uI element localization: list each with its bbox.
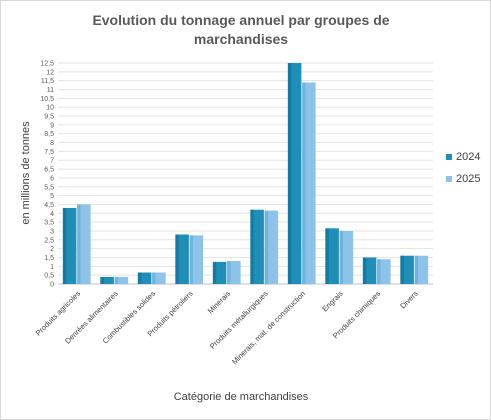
bar-shade-2024 xyxy=(100,276,104,284)
bar-2025 xyxy=(114,276,129,284)
bar-shade-2025 xyxy=(377,259,381,284)
y-tick-label: 11 xyxy=(47,87,54,94)
bar-shade-2025 xyxy=(302,82,306,284)
y-tick-label: 7 xyxy=(50,158,54,165)
y-tick-label: 10 xyxy=(46,105,54,112)
y-tick-label: 6 xyxy=(50,175,54,182)
bar-shade-2025 xyxy=(77,204,81,284)
bar-shade-2024 xyxy=(250,209,254,284)
y-tick-label: 8,5 xyxy=(44,131,54,138)
y-tick-label: 10,5 xyxy=(40,96,54,103)
bar-shade-2025 xyxy=(414,255,418,284)
y-tick-label: 11,5 xyxy=(41,78,54,85)
y-tick-label: 12,5 xyxy=(40,61,54,68)
y-tick-label: 3 xyxy=(50,228,54,235)
y-tick-label: 9 xyxy=(50,122,54,129)
bar-shade-2024 xyxy=(62,207,67,284)
legend-swatch-2024 xyxy=(446,154,452,161)
x-tick-label: Engrais xyxy=(320,289,345,314)
legend-label-2024: 2024 xyxy=(456,151,481,163)
bar-shade-2025 xyxy=(152,272,156,284)
y-tick-label: 1 xyxy=(50,264,54,271)
bar-shade-2024 xyxy=(400,255,404,284)
y-tick-label: 7,5 xyxy=(44,149,54,156)
bar-shade-2025 xyxy=(227,261,231,284)
y-tick-label: 1,5 xyxy=(44,255,54,262)
bar-shade-2024 xyxy=(175,234,179,284)
x-tick-label: Minerais xyxy=(206,289,233,316)
legend-item-2025: 2025 xyxy=(446,173,480,185)
y-tick-label: 2,5 xyxy=(44,237,54,244)
bar-shade-2025 xyxy=(264,210,268,284)
y-tick-label: 4,5 xyxy=(44,202,54,209)
y-tick-label: 3,5 xyxy=(44,220,54,227)
bar-shade-2025 xyxy=(339,230,343,284)
legend-item-2024: 2024 xyxy=(446,151,480,163)
legend-label-2025: 2025 xyxy=(456,173,481,185)
bar-2024 xyxy=(137,272,152,284)
x-axis-label: Catégorie de marchandises xyxy=(173,391,309,403)
y-tick-label: 0,5 xyxy=(44,273,54,280)
bar-2024 xyxy=(100,276,114,284)
y-tick-label: 0 xyxy=(50,282,54,289)
y-tick-label: 2 xyxy=(50,246,54,253)
bar-shade-2024 xyxy=(212,261,217,284)
bar-shade-2025 xyxy=(189,235,193,284)
bar-2025 xyxy=(152,272,166,284)
y-tick-label: 4 xyxy=(50,211,54,218)
bar-shade-2025 xyxy=(114,276,118,284)
y-tick-label: 6,5 xyxy=(44,167,54,174)
legend-swatch-2025 xyxy=(446,176,452,183)
y-tick-label: 5 xyxy=(50,193,54,200)
bar-shade-2024 xyxy=(287,63,292,284)
chart-title: Evolution du tonnage annuel par groupes … xyxy=(92,12,390,47)
bar-shade-2024 xyxy=(362,257,367,284)
y-tick-label: 5,5 xyxy=(44,184,54,191)
y-tick-label: 12 xyxy=(46,69,54,76)
bar-shade-2024 xyxy=(325,228,329,284)
y-tick-label: 9,5 xyxy=(44,114,54,121)
x-tick-label: Minerais, mat. de construction xyxy=(230,289,307,366)
x-tick-label: Divers xyxy=(398,289,420,311)
y-tick-label: 8 xyxy=(50,140,54,147)
bar-shade-2024 xyxy=(137,272,142,284)
